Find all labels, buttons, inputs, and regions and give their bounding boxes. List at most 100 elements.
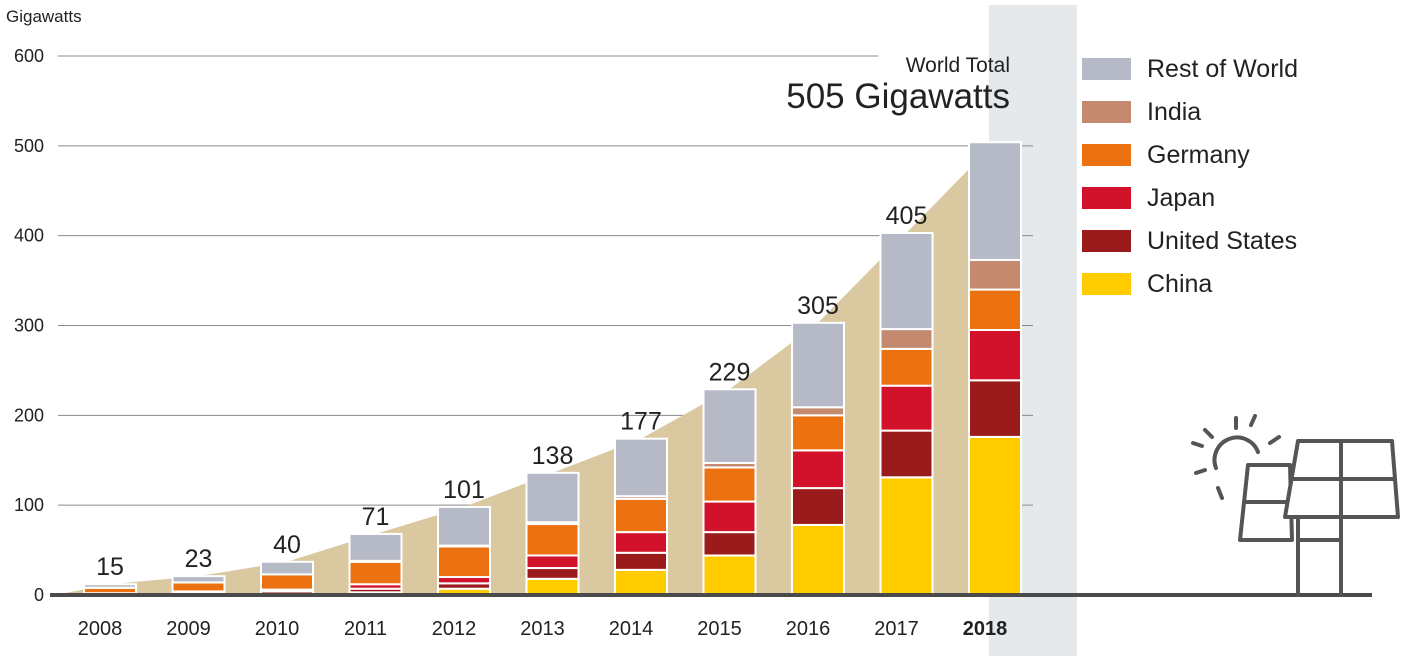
y-tick-100: 100 <box>14 495 44 515</box>
bar-group-2014 <box>614 437 668 597</box>
world-total-label: World Total <box>906 54 1010 77</box>
x-tick-2017: 2017 <box>874 618 919 640</box>
bar-segment-rest-of-world-2017 <box>879 231 934 331</box>
x-tick-2013: 2013 <box>520 618 565 640</box>
bar-segment-china-2016 <box>791 523 845 596</box>
legend-item-united-states: United States <box>1082 227 1297 255</box>
total-label-2016: 305 <box>797 292 839 320</box>
y-tick-200: 200 <box>14 405 44 425</box>
bar-segment-rest-of-world-2014 <box>614 437 668 498</box>
bar-segment-rest-of-world-2008 <box>83 583 137 589</box>
sun-icon <box>1191 414 1281 500</box>
bar-totals: 15 23 40 71 101 138 177 229 305 405 <box>96 202 927 581</box>
bar-segment-germany-2016 <box>791 414 845 452</box>
bar-segment-japan-2018 <box>968 328 1022 382</box>
bar-segment-rest-of-world-2009 <box>171 575 226 584</box>
bar-segment-china-2017 <box>879 476 934 596</box>
bar-group-2009 <box>171 575 226 596</box>
total-label-2009: 23 <box>185 545 213 573</box>
y-tick-0: 0 <box>34 585 44 605</box>
y-tick-400: 400 <box>14 226 44 246</box>
legend-swatch-united-states <box>1082 230 1131 252</box>
bar-segment-india-2017 <box>879 328 934 350</box>
y-axis-unit-label: Gigawatts <box>6 7 82 26</box>
bar-group-2013 <box>525 471 580 597</box>
bar-segment-japan-2013 <box>525 554 580 570</box>
y-tick-500: 500 <box>14 136 44 156</box>
x-tick-2014: 2014 <box>609 618 654 640</box>
bar-segment-germany-2018 <box>968 288 1022 331</box>
bar-segment-india-2016 <box>791 406 845 417</box>
bar-segment-germany-2010 <box>260 573 314 591</box>
bar-segment-china-2014 <box>614 568 668 597</box>
x-tick-2010: 2010 <box>255 618 300 640</box>
x-tick-2011: 2011 <box>344 618 387 640</box>
total-label-2012: 101 <box>443 476 485 504</box>
bar-segment-japan-2017 <box>879 384 934 432</box>
bar-segment-united-states-2014 <box>614 551 668 571</box>
bar-segment-rest-of-world-2011 <box>348 532 403 562</box>
total-label-2010: 40 <box>273 531 301 559</box>
bar-segment-china-2013 <box>525 577 580 597</box>
bar-segment-united-states-2016 <box>791 487 845 526</box>
legend-swatch-china <box>1082 273 1131 295</box>
bar-segment-united-states-2017 <box>879 429 934 479</box>
bar-group-2010 <box>260 560 314 597</box>
legend-swatch-germany <box>1082 144 1131 166</box>
bar-segment-japan-2016 <box>791 449 845 490</box>
legend-label-india: India <box>1147 98 1201 126</box>
bar-group-2015 <box>702 388 757 596</box>
bar-segment-germany-2011 <box>348 560 403 586</box>
grid-lines <box>58 55 1033 506</box>
total-label-2013: 138 <box>532 442 574 470</box>
axes: 0 100 200 300 400 500 600 2008 2009 2010 2011 2012 2… <box>14 46 1372 640</box>
bar-group-2017 <box>879 231 934 596</box>
legend-swatch-japan <box>1082 187 1131 209</box>
bar-segment-china-2018 <box>968 435 1022 597</box>
bar-segment-rest-of-world-2012 <box>437 505 491 547</box>
bar-segment-germany-2012 <box>437 545 491 579</box>
x-tick-2018: 2018 <box>963 618 1008 640</box>
legend-item-japan: Japan <box>1082 184 1215 212</box>
growth-area-shape <box>55 142 995 596</box>
legend-label-rest-of-world: Rest of World <box>1147 55 1298 83</box>
growth-area <box>55 142 995 596</box>
bar-segment-rest-of-world-2016 <box>791 321 845 409</box>
bar-segment-united-states-2018 <box>968 379 1022 438</box>
legend-label-united-states: United States <box>1147 227 1297 255</box>
total-label-2017: 405 <box>886 202 928 230</box>
x-tick-2012: 2012 <box>432 618 477 640</box>
bar-segment-rest-of-world-2013 <box>525 471 580 524</box>
bars <box>83 141 1022 597</box>
y-tick-600: 600 <box>14 46 44 66</box>
legend-label-china: China <box>1147 270 1212 298</box>
x-tick-2009: 2009 <box>166 618 211 640</box>
bar-segment-united-states-2013 <box>525 567 580 580</box>
bar-segment-germany-2013 <box>525 523 580 557</box>
legend-label-germany: Germany <box>1147 141 1250 169</box>
total-label-2011: 71 <box>362 503 390 531</box>
bar-group-2011 <box>348 532 403 596</box>
legend-item-rest-of-world: Rest of World <box>1082 55 1298 83</box>
total-label-2015: 229 <box>709 358 751 386</box>
total-label-2008: 15 <box>96 553 124 581</box>
bar-group-2016 <box>791 321 845 596</box>
legend-label-japan: Japan <box>1147 184 1215 212</box>
x-tick-2008: 2008 <box>78 618 123 640</box>
bar-segment-rest-of-world-2010 <box>260 560 314 576</box>
bar-segment-germany-2017 <box>879 347 934 387</box>
legend-item-germany: Germany <box>1082 141 1250 169</box>
bar-segment-rest-of-world-2015 <box>702 388 757 464</box>
bar-group-2012 <box>437 505 491 597</box>
x-tick-2015: 2015 <box>697 618 742 640</box>
world-total-value: 505 Gigawatts <box>786 77 1010 116</box>
bar-segment-germany-2014 <box>614 497 668 534</box>
bar-segment-japan-2014 <box>614 531 668 554</box>
legend-item-india: India <box>1082 98 1201 126</box>
legend-swatch-rest-of-world <box>1082 58 1131 80</box>
bar-segment-united-states-2015 <box>702 531 757 557</box>
total-label-2014: 177 <box>620 408 662 436</box>
legend-item-china: China <box>1082 270 1212 298</box>
bar-segment-india-2018 <box>968 258 1022 291</box>
bar-segment-china-2015 <box>702 554 757 596</box>
